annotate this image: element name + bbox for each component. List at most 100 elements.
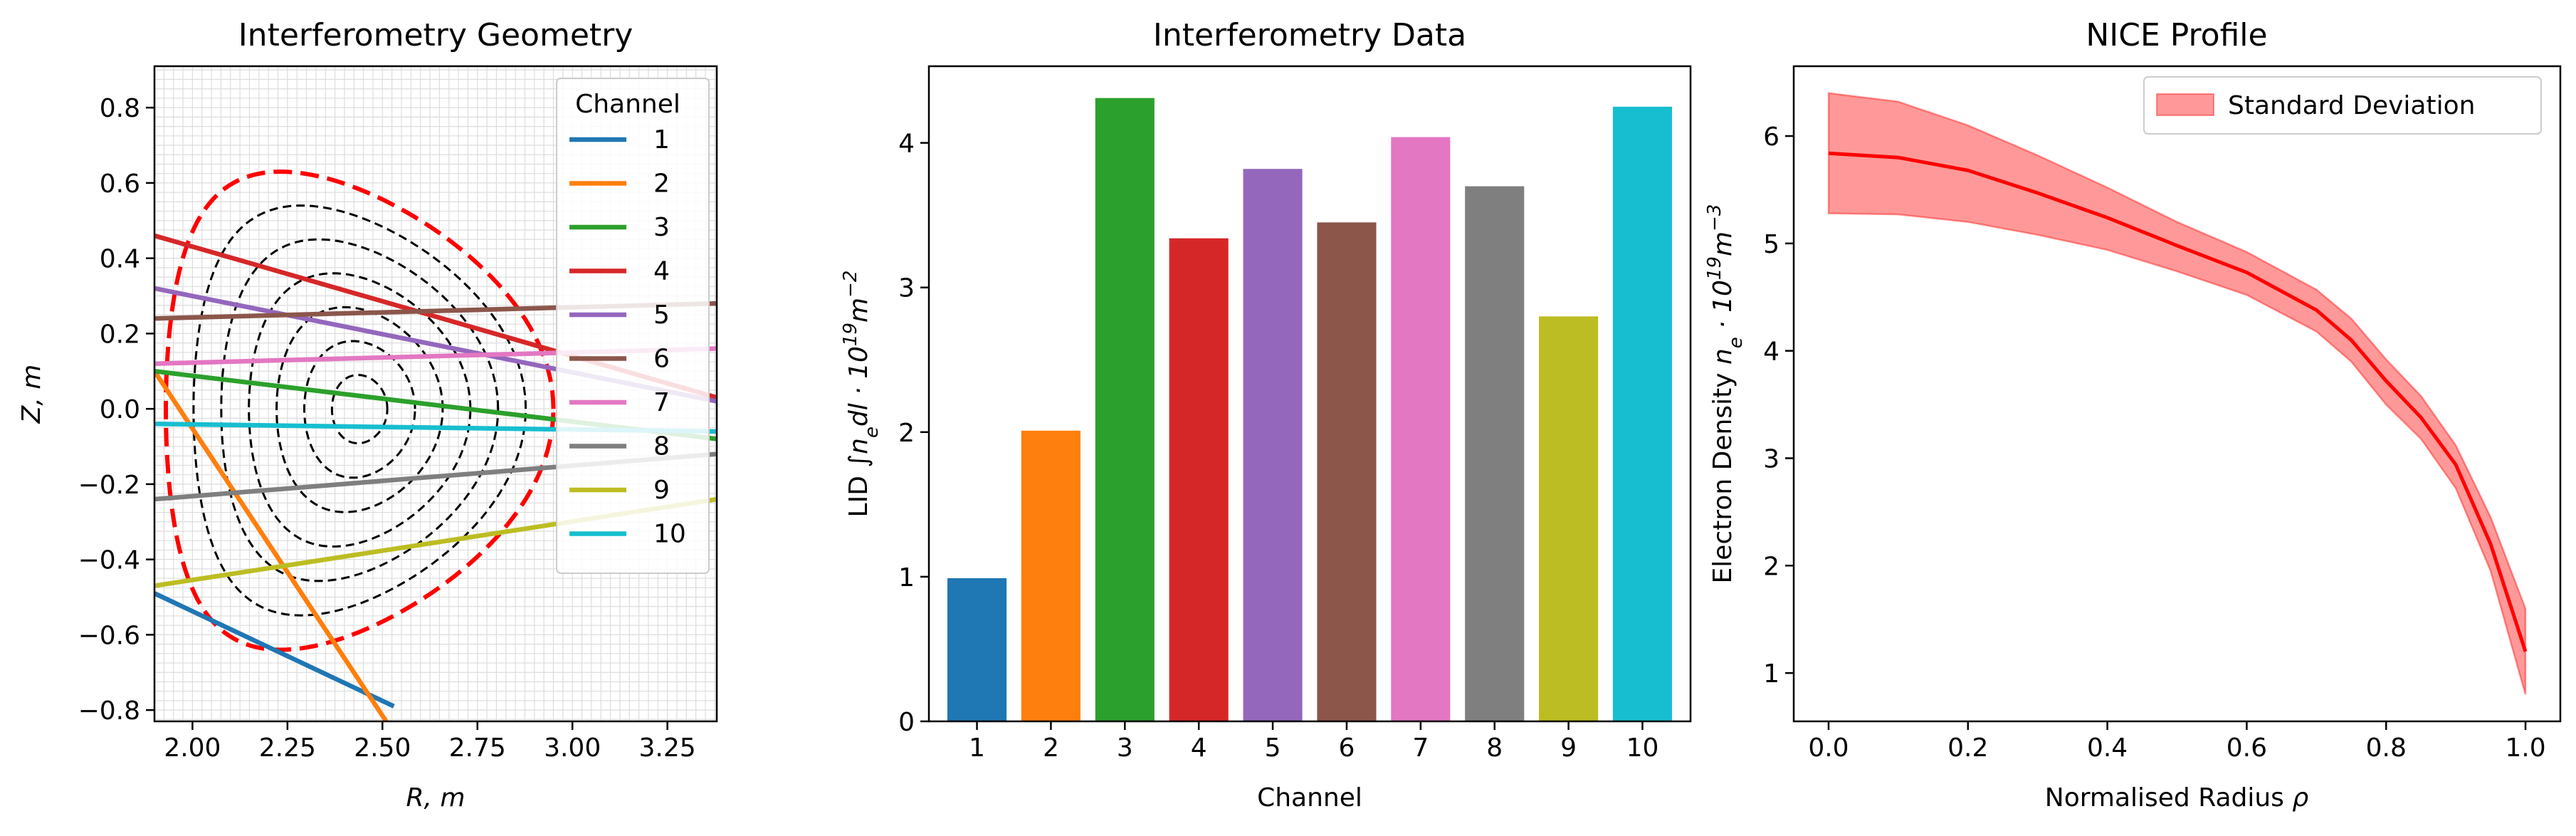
x-tick-label: 1.0 — [2505, 733, 2545, 763]
bar-channel-4 — [1169, 238, 1229, 721]
y-tick-label: 3 — [898, 274, 915, 303]
flux-surface — [220, 238, 500, 582]
y-tick-label: 2 — [898, 419, 915, 448]
x-tick-label: 3.00 — [544, 733, 601, 763]
legend-label-9: 9 — [653, 476, 670, 505]
data-ylabel-math: ∫nedl · 1019m−2 — [840, 271, 883, 476]
profile-ylabel-prefix: Electron Density — [1708, 372, 1738, 583]
profile-title: NICE Profile — [2086, 17, 2267, 53]
x-tick-label: 8 — [1486, 733, 1503, 763]
profile-legend: Standard Deviation — [2143, 76, 2542, 135]
data-axes-frame — [927, 65, 1692, 723]
flux-surface — [330, 374, 389, 444]
y-tick-label: 4 — [1763, 338, 1779, 367]
bar-channel-8 — [1465, 186, 1525, 721]
data-title: Interferometry Data — [1153, 17, 1466, 53]
y-tick-label: 2 — [1763, 552, 1779, 581]
flux-surface — [192, 204, 527, 617]
x-tick-label: 5 — [1265, 733, 1281, 763]
x-tick-label: 0.6 — [2227, 733, 2267, 763]
legend-label-10: 10 — [653, 520, 686, 549]
legend-label-6: 6 — [653, 345, 670, 374]
geometry-legend-box — [556, 78, 710, 574]
geometry-legend-items: 1 2 3 4 5 6 7 8 9 10 — [569, 125, 686, 549]
x-tick-label: 2.00 — [164, 733, 221, 763]
profile-y-ticks: 1 2 3 4 5 6 — [1763, 122, 1794, 689]
legend-label-5: 5 — [653, 301, 670, 330]
legend-label-4: 4 — [653, 257, 670, 286]
geometry-legend-title: Channel — [575, 90, 680, 119]
profile-x-ticks: 0.0 0.2 0.4 0.6 0.8 1.0 — [1808, 721, 2546, 763]
x-tick-label: 3 — [1117, 733, 1133, 763]
x-tick-label: 2.25 — [259, 733, 316, 763]
profile-xlabel: Normalised Radius ρ — [2045, 783, 2309, 813]
y-tick-label: 6 — [1763, 122, 1779, 152]
y-tick-label: −0.6 — [78, 621, 140, 650]
chord-1 — [154, 591, 395, 709]
y-tick-label: 0 — [898, 708, 915, 737]
geometry-axes-frame — [153, 65, 718, 723]
data-ylabel: LID ∫nedl · 1019m−2 — [840, 271, 883, 518]
x-tick-label: 7 — [1412, 733, 1429, 763]
y-tick-label: 3 — [1763, 444, 1779, 474]
density-mean-line — [1828, 151, 2528, 652]
geometry-xlabel: R, m — [406, 783, 466, 813]
y-tick-label: 1 — [1763, 659, 1779, 689]
legend-label-2: 2 — [653, 169, 670, 199]
y-tick-label: 0.8 — [100, 94, 140, 123]
x-tick-label: 2 — [1043, 733, 1059, 763]
profile-legend-box — [2143, 76, 2542, 135]
bars — [947, 98, 1673, 721]
y-tick-label: 0.6 — [100, 169, 140, 199]
x-tick-label: 0.4 — [2087, 733, 2128, 763]
x-tick-label: 0.0 — [1808, 733, 1849, 763]
geometry-ylabel: Z, m — [17, 365, 46, 424]
profile-plot-area — [1794, 66, 2560, 721]
y-tick-label: −0.2 — [78, 471, 140, 500]
y-tick-label: 0.2 — [100, 320, 140, 349]
x-tick-label: 10 — [1626, 733, 1659, 763]
bar-channel-7 — [1391, 137, 1451, 721]
y-tick-label: 1 — [898, 563, 915, 592]
bar-channel-6 — [1317, 222, 1377, 721]
chord-2 — [154, 370, 389, 721]
x-tick-label: 4 — [1191, 733, 1207, 763]
bar-channel-9 — [1539, 316, 1599, 721]
bar-channel-5 — [1243, 169, 1303, 721]
y-tick-label: 4 — [898, 130, 915, 159]
bar-channel-2 — [1021, 430, 1081, 721]
geometry-panel: Interferometry Geometry 2.00 2.25 2.50 2.75… — [17, 17, 718, 813]
x-tick-label: 6 — [1338, 733, 1355, 763]
profile-ylabel: Electron Density ne · 1019m−3 — [1704, 204, 1747, 584]
y-tick-label: 0.4 — [100, 245, 140, 274]
profile-legend-label: Standard Deviation — [2228, 91, 2475, 120]
y-tick-label: −0.4 — [78, 546, 140, 575]
y-tick-label: −0.8 — [78, 696, 140, 726]
bar-channel-3 — [1095, 98, 1155, 721]
flux-surface — [275, 305, 444, 513]
legend-label-3: 3 — [653, 213, 670, 242]
legend-label-7: 7 — [653, 388, 670, 417]
data-xlabel: Channel — [1257, 783, 1362, 813]
profile-ylabel-math: ne · 1019m−3 — [1704, 204, 1747, 373]
x-tick-label: 2.50 — [354, 733, 411, 763]
geometry-y-ticks: 0.8 0.6 0.4 0.2 0.0 −0.2 −0.4 −0.6 −0.8 — [78, 94, 154, 726]
x-tick-label: 0.8 — [2366, 733, 2407, 763]
y-tick-label: 5 — [1763, 230, 1779, 259]
x-tick-label: 9 — [1560, 733, 1577, 763]
legend-label-1: 1 — [653, 125, 670, 155]
profile-xlabel-prefix: Normalised Radius — [2045, 783, 2284, 813]
legend-label-8: 8 — [653, 432, 670, 461]
x-tick-label: 3.25 — [639, 733, 696, 763]
x-tick-label: 2.75 — [449, 733, 506, 763]
data-panel: Interferometry Data 1 2 3 4 5 6 7 8 9 10 0 1 2 3 4 Ch… — [840, 17, 1692, 813]
x-tick-label: 0.2 — [1947, 733, 1988, 763]
geometry-title: Interferometry Geometry — [238, 17, 634, 53]
y-tick-label: 0.0 — [100, 395, 140, 424]
data-y-ticks: 0 1 2 3 4 — [898, 130, 929, 737]
std-dev-band — [1827, 92, 2527, 695]
data-x-ticks: 1 2 3 4 5 6 7 8 9 10 — [969, 721, 1658, 763]
bar-channel-10 — [1612, 106, 1673, 721]
flux-surfaces — [192, 204, 527, 617]
